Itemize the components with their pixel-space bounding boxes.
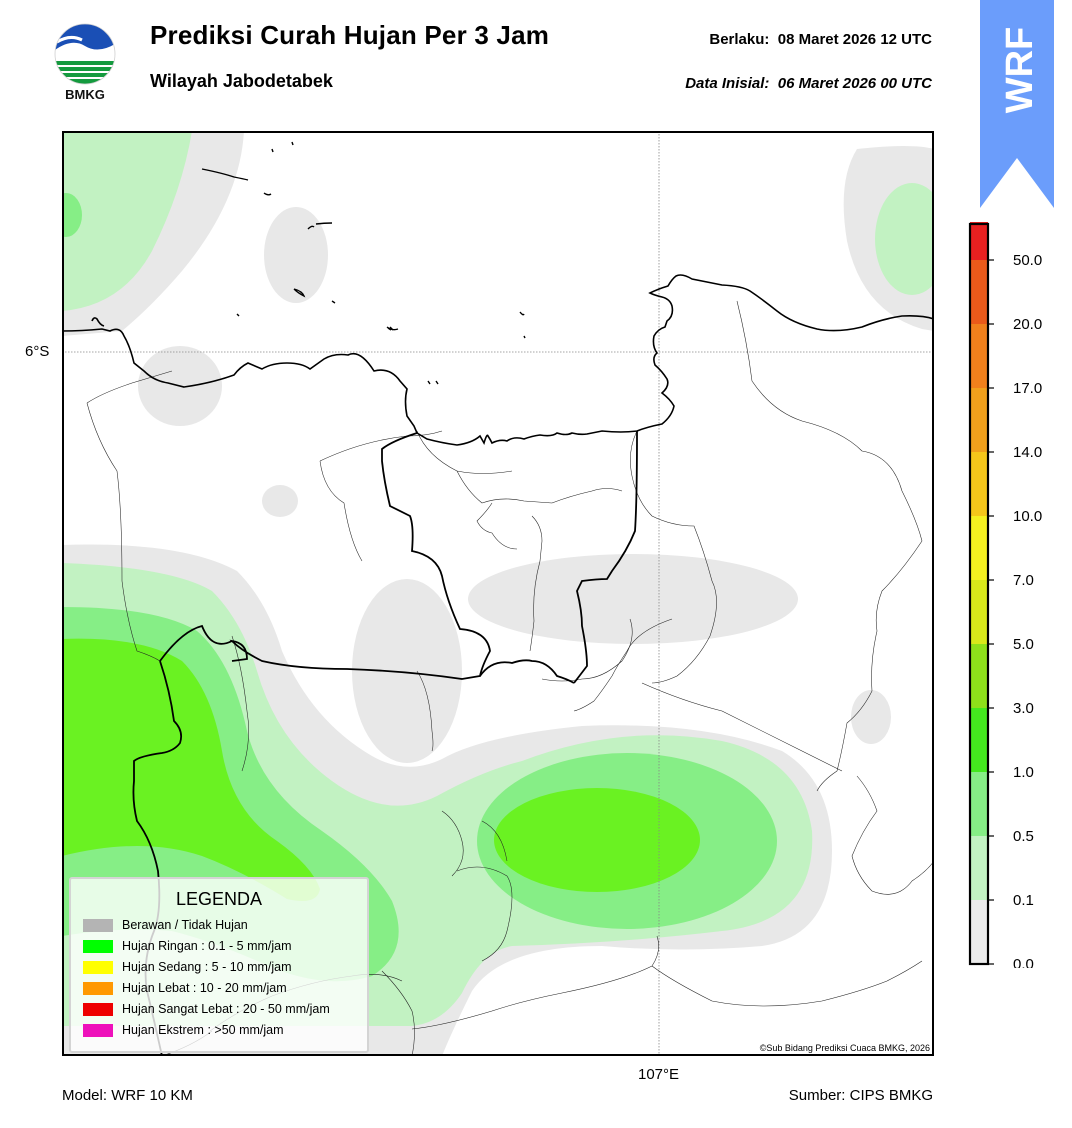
wrf-banner-text: WRF: [999, 27, 1041, 114]
legend-item-hujan-sangat-lebat: Hujan Sangat Lebat : 20 - 50 mm/jam: [83, 1000, 330, 1018]
legend-swatch: [83, 1002, 113, 1016]
colorbar-segment: [970, 260, 988, 324]
legend-swatch: [83, 981, 113, 995]
colorbar-tick-label: 17.0: [1013, 380, 1042, 397]
colorbar-ticks: 0.0 0.1 0.5 1.0 3.0 5.0 7.0 10.0 14.0 17.0 20.0 50.…: [988, 252, 1042, 968]
legend-swatch: [83, 939, 113, 953]
valid-time: Berlaku: 08 Maret 2026 12 UTC: [709, 31, 932, 48]
legend-title: LEGENDA: [175, 889, 263, 909]
legend-item-hujan-sedang: Hujan Sedang : 5 - 10 mm/jam: [83, 958, 292, 976]
colorbar-segment: [970, 900, 988, 964]
region-subtitle: Wilayah Jabodetabek: [150, 71, 333, 91]
legend-swatch: [83, 1023, 113, 1037]
rain-light-1.0: [62, 638, 700, 902]
colorbar: 0.0 0.1 0.5 1.0 3.0 5.0 7.0 10.0 14.0 17.0 20.0 50.…: [968, 222, 1042, 968]
colorbar-tick-label: 20.0: [1013, 316, 1042, 333]
islands: [201, 141, 526, 385]
model-info: Model: WRF 10 KM: [62, 1087, 193, 1104]
coastline: [62, 274, 934, 446]
legend-label: Hujan Sedang : 5 - 10 mm/jam: [122, 960, 292, 974]
legend-swatch: [83, 918, 113, 932]
colorbar-tick-label: 7.0: [1013, 572, 1034, 589]
legend-label: Hujan Ekstrem : >50 mm/jam: [122, 1023, 284, 1037]
legend-swatch: [83, 960, 113, 974]
logo-text: BMKG: [65, 87, 105, 102]
colorbar-tick-label: 1.0: [1013, 764, 1034, 781]
valid-time-value: 08 Maret 2026 12 UTC: [777, 31, 932, 48]
colorbar-segments: [970, 222, 988, 964]
latitude-label: 6°S: [25, 343, 50, 360]
colorbar-tick-label: 3.0: [1013, 700, 1034, 717]
colorbar-segment: [970, 772, 988, 836]
valid-time-label: Berlaku:: [709, 31, 770, 48]
legend-item-berawan: Berawan / Tidak Hujan: [83, 916, 248, 934]
colorbar-tick-label: 0.5: [1013, 828, 1034, 845]
legend-label: Hujan Ringan : 0.1 - 5 mm/jam: [122, 939, 292, 953]
colorbar-segment: [970, 516, 988, 580]
bmkg-logo: BMKG: [54, 23, 116, 102]
colorbar-tick-label: 50.0: [1013, 252, 1042, 269]
colorbar-frame: [968, 222, 990, 966]
longitude-label: 107°E: [638, 1066, 680, 1083]
source-info: Sumber: CIPS BMKG: [788, 1087, 933, 1104]
colorbar-segment: [970, 644, 988, 708]
legend-box: LEGENDA Berawan / Tidak Hujan Hujan Ring…: [69, 877, 369, 1053]
colorbar-segment: [970, 388, 988, 452]
colorbar-tick-label: 5.0: [1013, 636, 1034, 653]
legend-item-hujan-ringan: Hujan Ringan : 0.1 - 5 mm/jam: [83, 937, 292, 955]
init-time-value: 06 Maret 2026 00 UTC: [777, 75, 932, 92]
rainfall-map: ©Sub Bidang Prediksi Cuaca BMKG, 2026 LE…: [62, 131, 934, 1056]
legend-label: Hujan Lebat : 10 - 20 mm/jam: [122, 981, 287, 995]
graticule: [62, 131, 934, 1056]
colorbar-segment: [970, 222, 988, 260]
page-title: Prediksi Curah Hujan Per 3 Jam: [150, 20, 550, 50]
legend-label: Hujan Sangat Lebat : 20 - 50 mm/jam: [122, 1002, 330, 1016]
init-time: Data Inisial: 06 Maret 2026 00 UTC: [685, 75, 932, 92]
colorbar-tick-label: 10.0: [1013, 508, 1042, 525]
legend-item-hujan-ekstrem: Hujan Ekstrem : >50 mm/jam: [83, 1021, 284, 1039]
colorbar-segment: [970, 452, 988, 516]
legend-label: Berawan / Tidak Hujan: [122, 918, 248, 932]
colorbar-segment: [970, 836, 988, 900]
colorbar-segment: [970, 708, 988, 772]
init-time-label: Data Inisial:: [685, 75, 770, 92]
colorbar-tick-label: 0.1: [1013, 892, 1034, 909]
map-copyright: ©Sub Bidang Prediksi Cuaca BMKG, 2026: [759, 1043, 930, 1053]
colorbar-segment: [970, 580, 988, 644]
wrf-banner: WRF: [980, 0, 1054, 208]
province-borders: [132, 430, 638, 1056]
legend-item-hujan-lebat: Hujan Lebat : 10 - 20 mm/jam: [83, 979, 287, 997]
colorbar-tick-label: 0.0: [1013, 956, 1034, 968]
colorbar-segment: [970, 324, 988, 388]
colorbar-tick-label: 14.0: [1013, 444, 1042, 461]
